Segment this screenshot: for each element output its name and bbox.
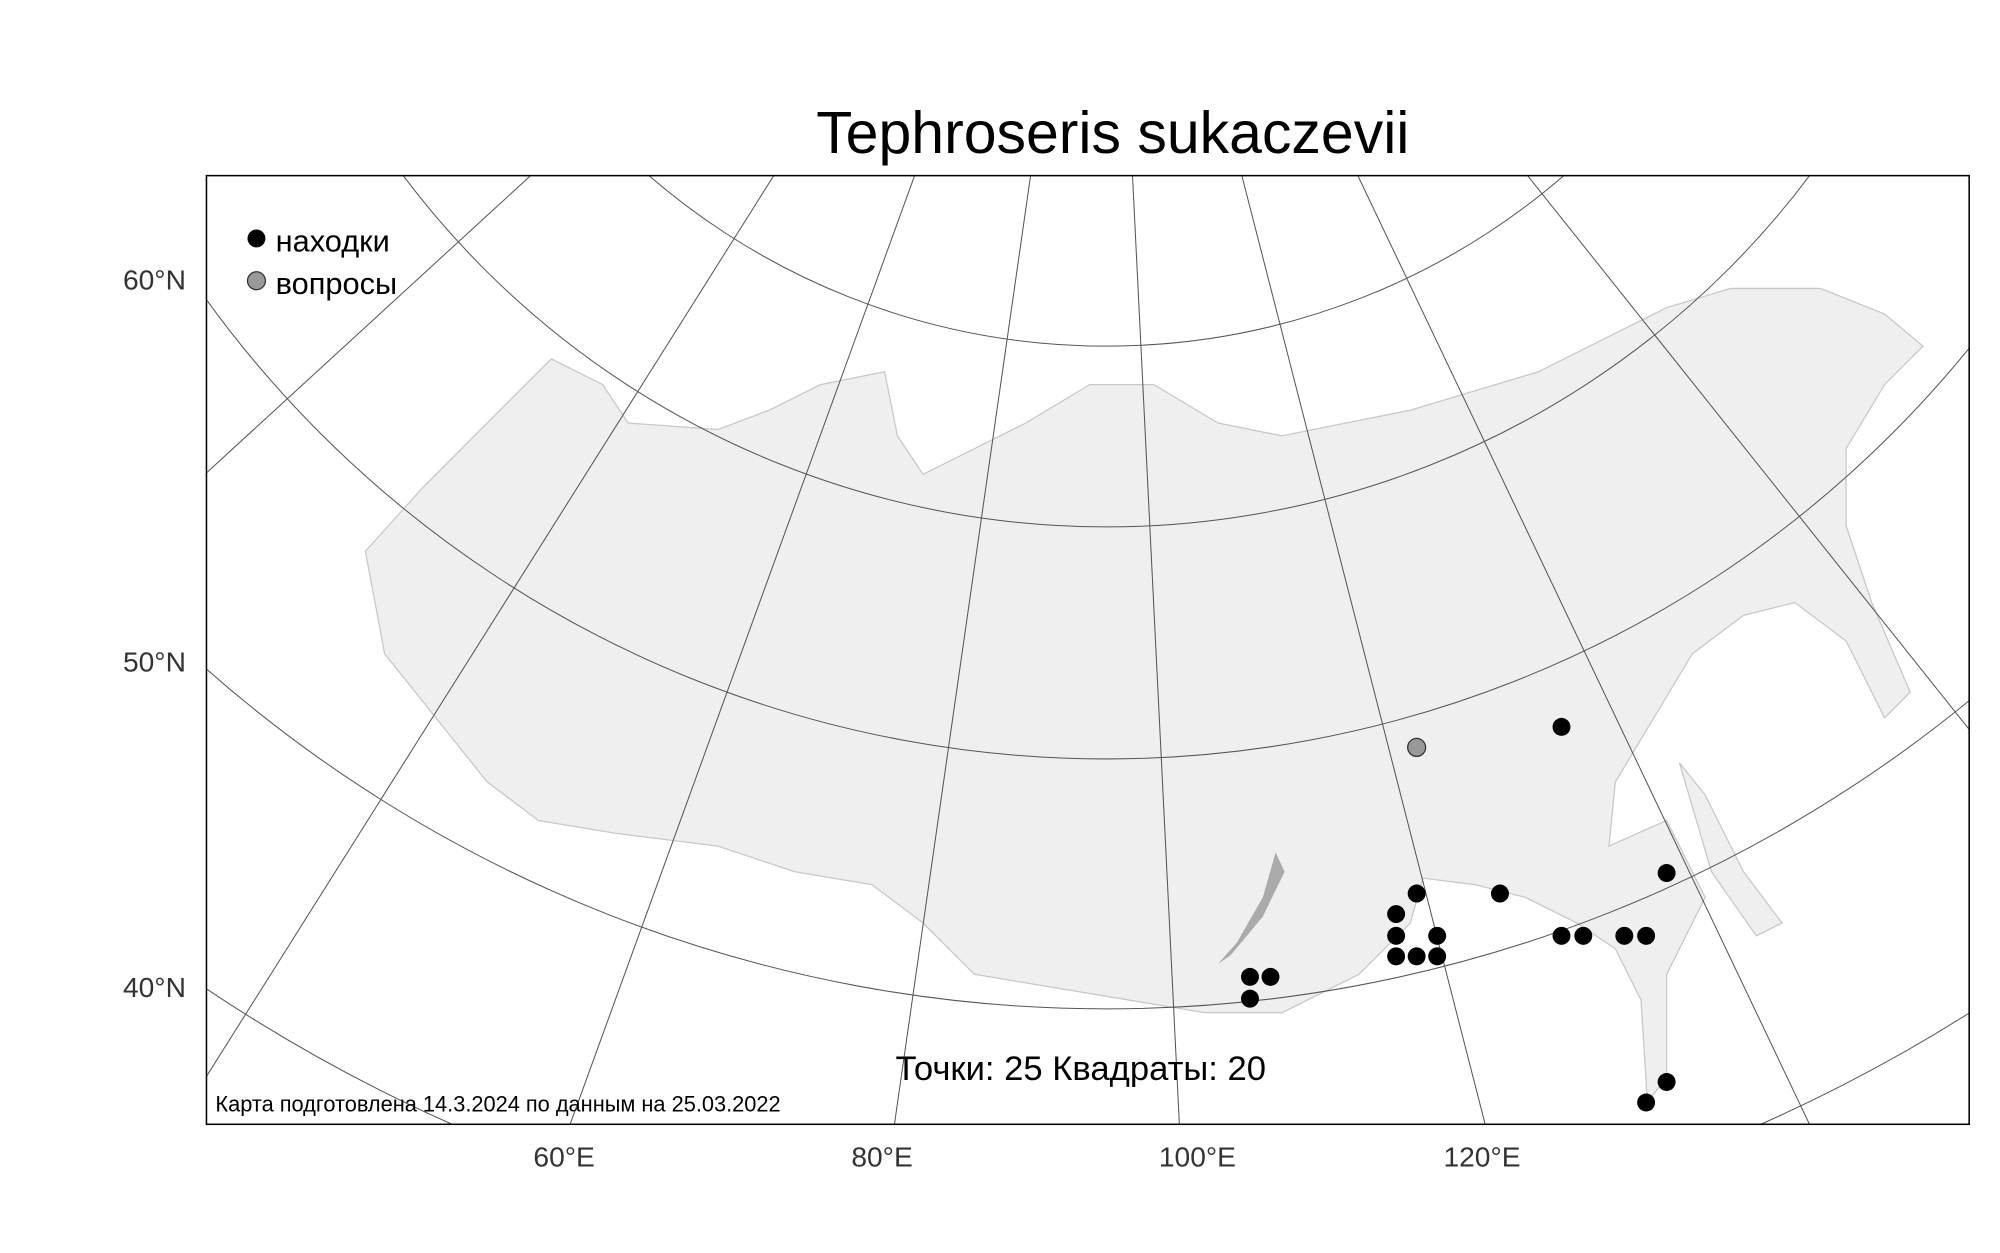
find-point bbox=[1261, 967, 1280, 986]
find-point bbox=[1552, 717, 1571, 736]
graticule-line bbox=[1131, 175, 1180, 1125]
find-point bbox=[1428, 926, 1447, 945]
graticule-line bbox=[1357, 175, 1811, 1125]
graticule-line bbox=[893, 175, 1032, 1125]
find-point bbox=[1241, 967, 1259, 986]
sakhalin bbox=[1678, 762, 1783, 937]
lon-label: 60°E bbox=[533, 1140, 594, 1172]
lon-label: 100°E bbox=[1159, 1140, 1236, 1172]
find-point bbox=[1387, 905, 1406, 924]
graticule-line bbox=[206, 298, 1970, 760]
lat-label: 60°N bbox=[123, 263, 186, 295]
lat-label: 50°N bbox=[123, 645, 186, 677]
find-point bbox=[1387, 947, 1406, 966]
find-point bbox=[1637, 926, 1656, 945]
graticule-line bbox=[402, 175, 1810, 528]
graticule-line bbox=[206, 175, 532, 474]
lat-label: 40°N bbox=[123, 971, 186, 1003]
graticule-line bbox=[1526, 175, 1970, 731]
graticule-line bbox=[648, 175, 1565, 347]
lon-label: 120°E bbox=[1443, 1140, 1520, 1172]
find-points bbox=[1241, 717, 1676, 1112]
find-point bbox=[1407, 884, 1426, 903]
find-point bbox=[1490, 884, 1509, 903]
find-point bbox=[1615, 926, 1634, 945]
find-point bbox=[1387, 926, 1406, 945]
find-point bbox=[1407, 947, 1426, 966]
find-point bbox=[1637, 1093, 1656, 1112]
legend-marker bbox=[247, 229, 266, 248]
find-point bbox=[1241, 989, 1259, 1008]
lake-baikal bbox=[1217, 852, 1285, 965]
lon-label: 80°E bbox=[851, 1140, 912, 1172]
graticule-line bbox=[206, 667, 1970, 1010]
legend-label: находки bbox=[276, 224, 390, 259]
find-point bbox=[1574, 926, 1593, 945]
find-point bbox=[1552, 926, 1571, 945]
question-point bbox=[1407, 737, 1427, 758]
find-point bbox=[1657, 1073, 1676, 1091]
land bbox=[364, 287, 1924, 1105]
map-frame bbox=[205, 174, 1970, 1126]
graticule-line bbox=[569, 175, 916, 1125]
legend-marker bbox=[246, 271, 267, 291]
find-point bbox=[1428, 947, 1447, 966]
graticule-line bbox=[1241, 175, 1486, 1125]
find-point bbox=[1657, 864, 1676, 882]
legend-label: вопросы bbox=[276, 266, 397, 301]
graticule-line bbox=[206, 175, 775, 1078]
note: Карта подготовлена 14.3.2024 по данным н… bbox=[215, 1091, 780, 1116]
summary: Точки: 25 Квадраты: 20 bbox=[895, 1050, 1266, 1088]
map-title: Tephroseris sukaczevii bbox=[816, 101, 1409, 166]
